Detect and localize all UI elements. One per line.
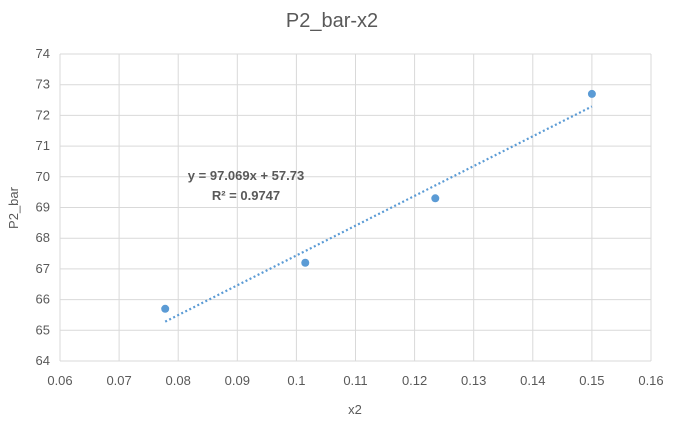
y-tick-labels: 64 65 66 67 68 69 70 71 72 73 74 <box>36 46 50 368</box>
y-tick-label: 66 <box>36 292 50 307</box>
y-tick-label: 67 <box>36 261 50 276</box>
x-tick-label: 0.1 <box>287 373 305 388</box>
data-point <box>431 194 440 203</box>
y-tick-label: 73 <box>36 77 50 92</box>
y-tick-label: 72 <box>36 107 50 122</box>
data-point <box>301 258 310 267</box>
y-tick-label: 74 <box>36 46 50 61</box>
trendline <box>164 105 593 323</box>
y-tick-label: 71 <box>36 138 50 153</box>
y-axis-title: P2_bar <box>6 186 21 229</box>
y-tick-label: 64 <box>36 353 50 368</box>
x-axis-title: x2 <box>348 402 362 417</box>
x-tick-labels: 0.06 0.07 0.08 0.09 0.1 0.11 0.12 0.13 0.14 0.15 0… <box>47 373 663 388</box>
trendline-equation: y = 97.069x + 57.73 <box>188 168 304 183</box>
y-tick-label: 70 <box>36 169 50 184</box>
chart-title: P2_bar-x2 <box>286 10 378 32</box>
y-tick-label: 65 <box>36 322 50 337</box>
x-tick-label: 0.16 <box>638 373 663 388</box>
trendline-r2: R² = 0.9747 <box>212 188 280 203</box>
x-tick-label: 0.11 <box>343 373 367 388</box>
y-tick-label: 69 <box>36 200 50 215</box>
x-tick-label: 0.08 <box>166 373 191 388</box>
x-tick-label: 0.06 <box>47 373 72 388</box>
data-points <box>161 89 596 313</box>
gridlines <box>59 53 652 362</box>
x-tick-label: 0.14 <box>520 373 545 388</box>
x-tick-label: 0.15 <box>579 373 604 388</box>
x-tick-label: 0.09 <box>225 373 250 388</box>
x-tick-label: 0.13 <box>461 373 486 388</box>
data-point <box>161 304 170 313</box>
x-tick-label: 0.07 <box>106 373 131 388</box>
y-tick-label: 68 <box>36 230 50 245</box>
data-point <box>587 89 596 98</box>
x-tick-label: 0.12 <box>402 373 427 388</box>
